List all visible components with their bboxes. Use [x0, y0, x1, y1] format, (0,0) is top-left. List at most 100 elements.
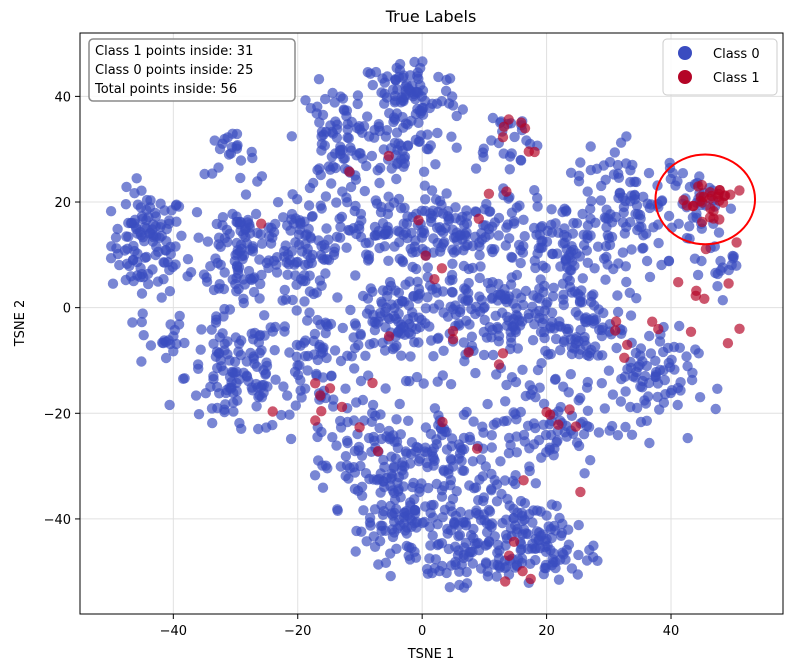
- data-point: [206, 324, 217, 335]
- data-point: [575, 157, 586, 168]
- data-point: [612, 159, 624, 171]
- data-point: [385, 280, 397, 292]
- data-point: [391, 173, 402, 185]
- data-point: [619, 352, 630, 363]
- data-point: [199, 168, 210, 180]
- data-point: [427, 205, 439, 216]
- data-point: [585, 203, 596, 215]
- data-point: [658, 346, 669, 358]
- data-point: [421, 143, 433, 155]
- data-point: [284, 409, 295, 420]
- data-point: [488, 349, 499, 361]
- data-point: [558, 294, 569, 305]
- data-point: [422, 262, 433, 273]
- data-point: [601, 213, 612, 224]
- data-point: [427, 530, 438, 541]
- data-point: [499, 475, 511, 486]
- data-point: [510, 324, 521, 335]
- data-point: [446, 269, 458, 281]
- data-point: [256, 392, 268, 403]
- data-point: [149, 207, 161, 219]
- data-point: [561, 420, 572, 432]
- data-point: [451, 486, 462, 497]
- data-point: [575, 324, 586, 336]
- data-point: [586, 196, 597, 207]
- data-point: [553, 419, 564, 430]
- data-point: [420, 422, 432, 433]
- data-point: [223, 149, 235, 160]
- data-point: [335, 221, 346, 233]
- data-point: [424, 102, 435, 114]
- data-point: [532, 201, 543, 212]
- data-point: [132, 228, 143, 239]
- data-point: [545, 429, 557, 441]
- data-point: [351, 525, 362, 537]
- data-point: [294, 224, 305, 235]
- data-point: [386, 299, 397, 310]
- data-point: [610, 316, 622, 327]
- data-point: [653, 323, 664, 335]
- data-point: [687, 200, 698, 212]
- data-point: [231, 237, 242, 249]
- data-point: [152, 276, 164, 287]
- data-point: [415, 62, 426, 74]
- data-point: [159, 205, 170, 216]
- data-point: [555, 345, 566, 356]
- data-point: [411, 371, 423, 383]
- data-point: [446, 506, 457, 517]
- data-point: [644, 202, 655, 214]
- data-point: [489, 217, 500, 228]
- data-point: [506, 272, 517, 283]
- data-point: [541, 510, 552, 521]
- data-point: [644, 330, 655, 342]
- data-point: [321, 223, 332, 234]
- data-point: [219, 267, 230, 278]
- data-point: [560, 323, 572, 334]
- data-point: [164, 399, 175, 411]
- data-point: [486, 485, 497, 496]
- data-point: [383, 150, 394, 162]
- data-point: [410, 552, 422, 563]
- data-point: [493, 539, 504, 551]
- data-point: [558, 381, 569, 392]
- data-point: [664, 157, 675, 169]
- data-point: [413, 215, 424, 226]
- data-point: [546, 219, 557, 230]
- data-point: [482, 398, 493, 410]
- data-point: [398, 322, 409, 333]
- data-point: [372, 446, 384, 457]
- data-point: [451, 142, 462, 153]
- data-point: [422, 292, 433, 303]
- data-point: [252, 227, 263, 239]
- data-point: [474, 250, 485, 261]
- data-point: [617, 217, 629, 228]
- data-point: [379, 345, 391, 356]
- data-point: [393, 308, 404, 319]
- data-point: [374, 422, 385, 434]
- data-point: [471, 443, 483, 454]
- data-point: [380, 383, 391, 394]
- data-point: [672, 399, 683, 411]
- data-point: [391, 436, 403, 447]
- data-point: [329, 345, 341, 356]
- data-point: [176, 230, 187, 241]
- data-point: [284, 347, 295, 358]
- data-point: [464, 431, 475, 443]
- data-point: [269, 345, 280, 356]
- data-point: [429, 403, 441, 414]
- data-point: [442, 311, 454, 322]
- data-point: [270, 374, 281, 385]
- data-point: [355, 375, 367, 387]
- data-point: [515, 257, 526, 269]
- data-point: [398, 518, 410, 529]
- data-point: [299, 351, 311, 362]
- data-point: [342, 437, 353, 449]
- data-point: [315, 390, 326, 401]
- data-point: [518, 214, 529, 225]
- data-point: [544, 409, 556, 420]
- data-point: [329, 246, 340, 257]
- data-point: [647, 316, 658, 327]
- data-point: [224, 355, 235, 366]
- data-point: [641, 255, 653, 267]
- data-point: [477, 471, 489, 482]
